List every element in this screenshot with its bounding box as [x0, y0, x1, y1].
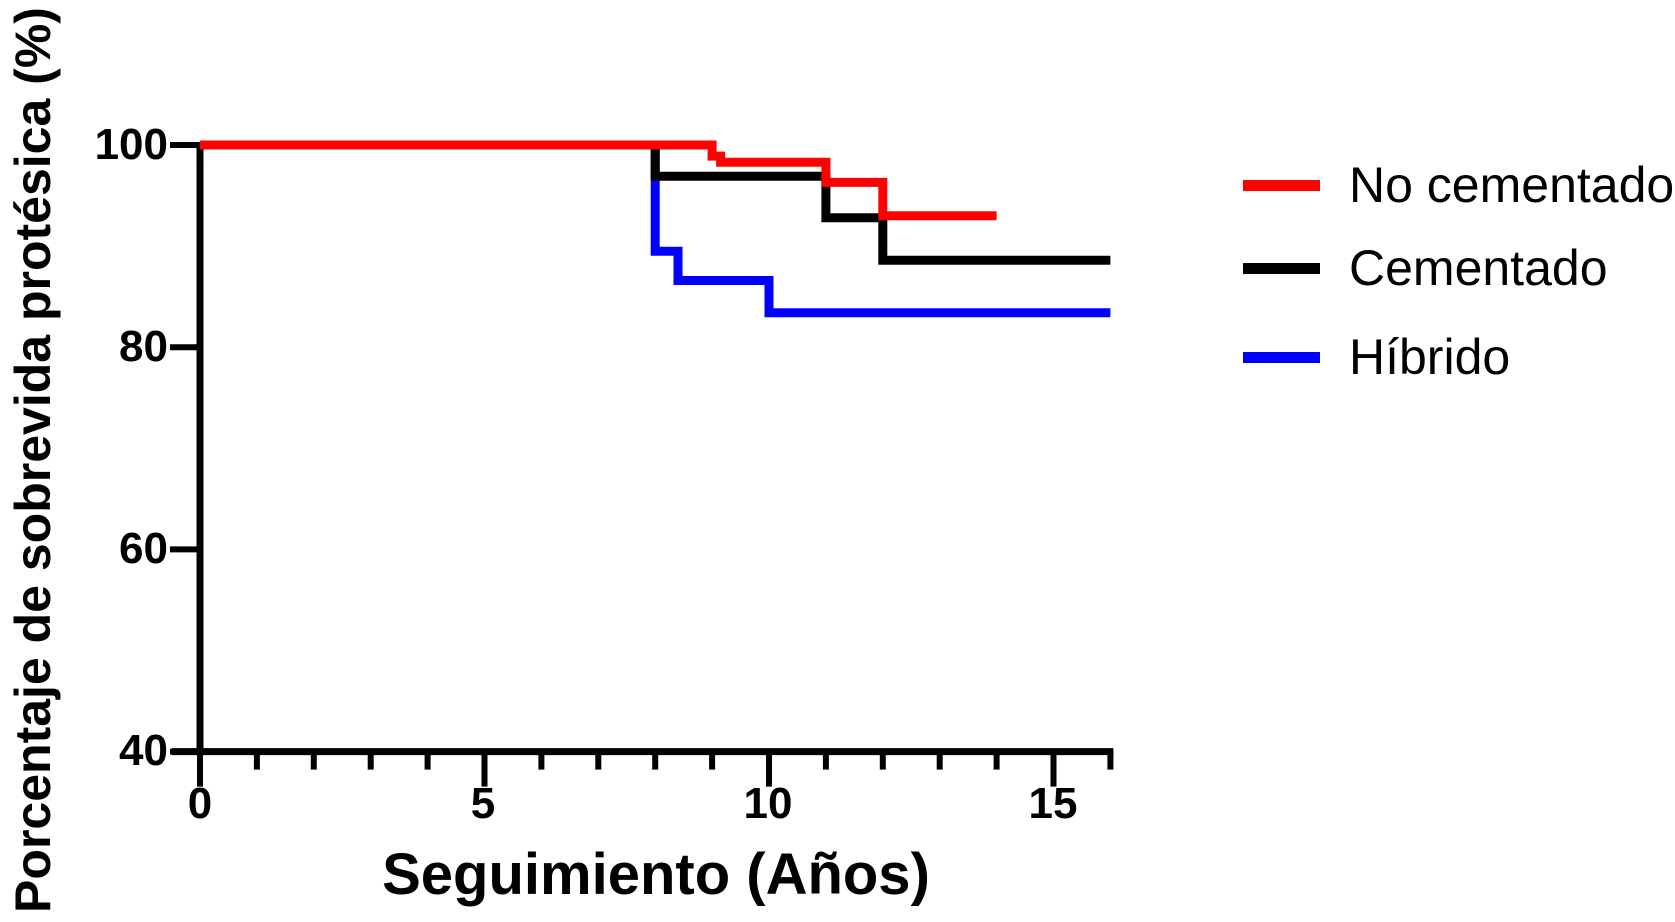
x-tick-label-15: 15	[1028, 779, 1078, 828]
x-tick-label-0: 0	[187, 779, 213, 828]
y-tick-label-60: 60	[119, 524, 168, 573]
y-tick-label-40: 40	[119, 726, 168, 775]
y-tick-label-100: 100	[94, 120, 168, 169]
x-axis-title: Seguimiento (Años)	[382, 842, 930, 907]
km-curve-cementado	[200, 140, 1111, 265]
x-tick-label-10: 10	[743, 779, 793, 828]
x-tick-label-5: 5	[470, 779, 496, 828]
y-tick-label-80: 80	[119, 322, 168, 371]
km-curve-no-cementado	[200, 140, 997, 221]
